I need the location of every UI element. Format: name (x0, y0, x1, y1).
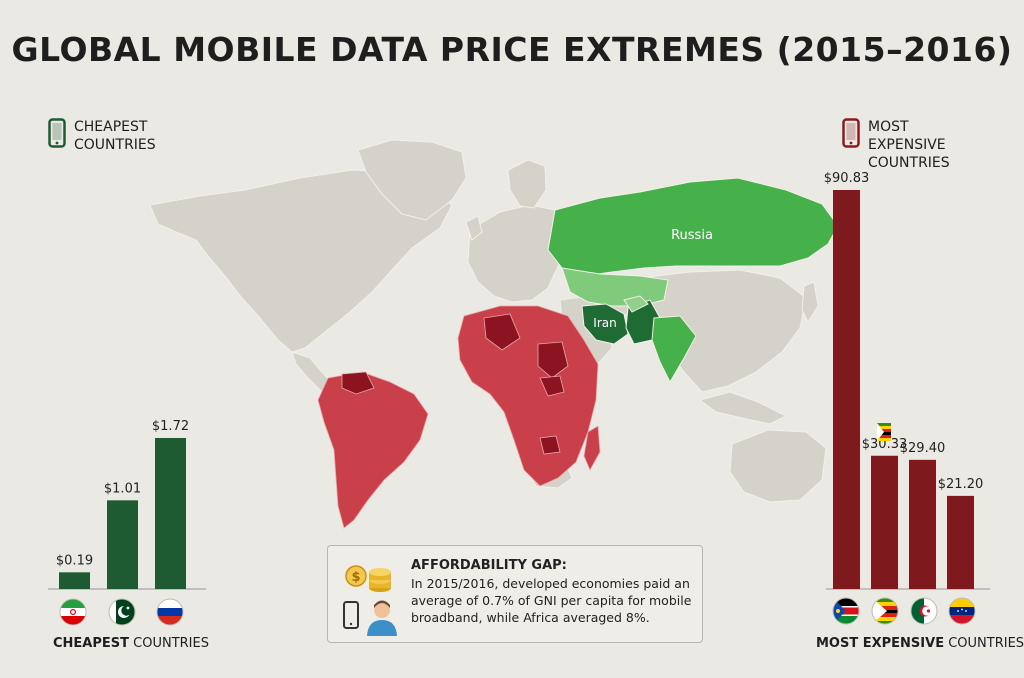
legend-cheapest: CHEAPEST COUNTRIES (48, 118, 194, 154)
chart-title: GLOBAL MOBILE DATA PRICE EXTREMES (2015–… (11, 30, 1013, 69)
map-uk (465, 215, 483, 241)
map-south-sudan (539, 375, 565, 397)
cheapest-value-label: $1.72 (152, 419, 189, 434)
expensive-value-label: $29.40 (900, 441, 946, 456)
svg-text:$: $ (351, 570, 360, 585)
expensive-bar-south-sudan (833, 190, 860, 589)
map-iran (581, 303, 629, 345)
map-north-america (149, 169, 453, 353)
expensive-caption-rest: COUNTRIES (944, 636, 1024, 651)
legend-expensive-line1: MOST EXPENSIVE (868, 119, 946, 153)
info-icons: $ (343, 565, 397, 636)
cheapest-bar-russia (155, 438, 186, 589)
expensive-bar-zimbabwe (871, 455, 898, 589)
flag-algeria (910, 597, 938, 625)
flag-russia (156, 598, 184, 626)
info-heading: AFFORDABILITY GAP: (411, 558, 567, 573)
phone-icon (343, 601, 359, 629)
map-india (651, 315, 697, 384)
cheapest-caption: CHEAPEST COUNTRIES (53, 636, 209, 651)
cheapest-bar-iran (59, 572, 90, 589)
map-label-iran: Iran (593, 316, 616, 330)
expensive-value-label: $30.33 (862, 437, 908, 452)
flag-south-sudan (832, 597, 860, 625)
map-sudan (537, 341, 569, 379)
phone-icon (842, 118, 860, 148)
map-se-asia (698, 391, 788, 425)
flag-venezuela (948, 597, 976, 625)
person-icon (367, 600, 397, 636)
map-greenland (357, 139, 467, 221)
map-venezuela (341, 371, 375, 395)
affordability-info-box: $ AFFORDABILITY GAP: In 2015/2016, devel… (327, 545, 703, 643)
cheapest-bar-pakistan (107, 500, 138, 589)
map-scandinavia (507, 159, 547, 209)
flag-pakistan (108, 598, 136, 626)
map-label-russia: Russia (671, 228, 713, 243)
phone-icon (48, 118, 66, 148)
legend-expensive-line2: COUNTRIES (868, 155, 950, 171)
cheapest-caption-rest: COUNTRIES (129, 636, 209, 651)
coins-icon: $ (345, 565, 391, 592)
map-zimbabwe (539, 435, 561, 455)
cheapest-caption-bold: CHEAPEST (53, 636, 130, 651)
map-afghanistan (623, 295, 649, 313)
legend-expensive: MOST EXPENSIVE COUNTRIES (842, 118, 988, 172)
expensive-value-label: $21.20 (938, 477, 984, 492)
info-body: In 2015/2016, developed economies paid a… (411, 576, 692, 625)
zimbabwe-marker-flag (877, 423, 891, 441)
map-algeria (483, 313, 521, 351)
expensive-caption: MOST EXPENSIVE COUNTRIES (816, 636, 1024, 651)
expensive-bar-algeria (909, 459, 936, 589)
legend-cheapest-line2: COUNTRIES (74, 137, 156, 153)
map-south-america (317, 371, 429, 529)
map-japan (801, 281, 819, 324)
cheapest-value-label: $1.01 (104, 481, 141, 496)
flag-iran (59, 598, 87, 626)
expensive-value-label: $90.83 (824, 171, 870, 186)
cheapest-value-label: $0.19 (56, 553, 93, 568)
legend-cheapest-line1: CHEAPEST (74, 119, 148, 135)
map-australia (729, 429, 827, 503)
map-madagascar (583, 425, 601, 471)
expensive-caption-bold: MOST EXPENSIVE (816, 636, 945, 651)
expensive-bar-venezuela (947, 495, 974, 589)
flag-zimbabwe (871, 597, 899, 625)
